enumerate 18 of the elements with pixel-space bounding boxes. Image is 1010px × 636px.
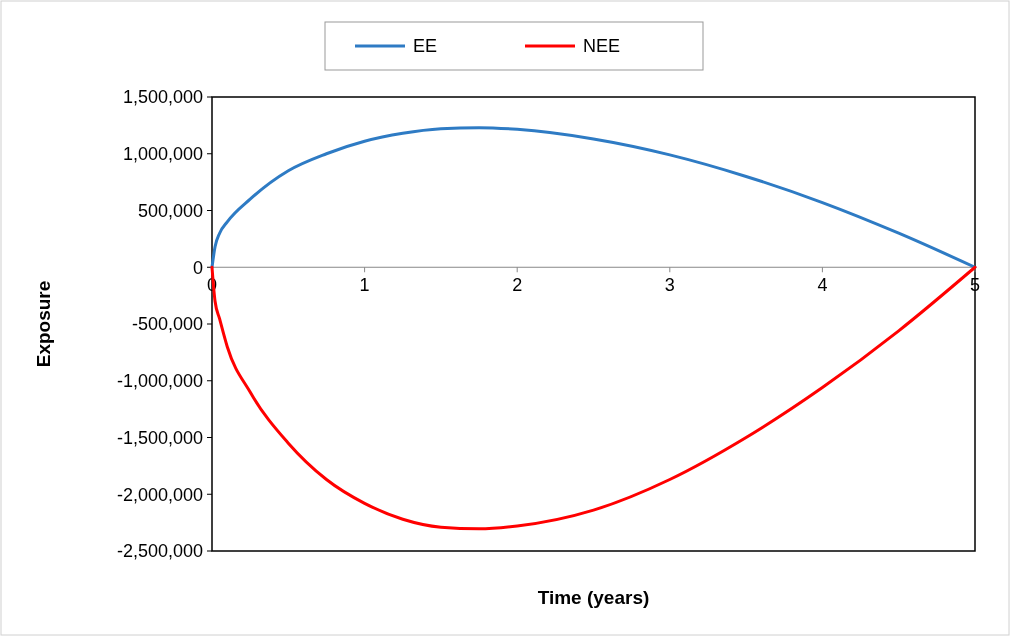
y-tick-label: -1,500,000 [116, 427, 203, 448]
y-axis-title: Exposure [33, 280, 54, 368]
x-axis-title: Time (years) [537, 587, 650, 608]
x-tick-label: 2 [512, 275, 523, 296]
legend-label: EE [413, 36, 438, 57]
y-tick-label: -1,000,000 [116, 371, 203, 392]
y-tick-label: -2,000,000 [116, 484, 203, 505]
x-tick-label: 1 [359, 275, 370, 296]
x-tick-label: 3 [664, 275, 675, 296]
y-tick-label: 1,000,000 [122, 144, 203, 165]
line-series [210, 126, 977, 269]
legend-label: NEE [583, 36, 621, 57]
y-tick-label: -500,000 [131, 314, 203, 335]
y-tick-label: 500,000 [137, 200, 203, 221]
x-tick-label: 4 [817, 275, 828, 296]
y-tick-label: 0 [192, 257, 203, 278]
y-tick-label: -2,500,000 [116, 541, 203, 562]
y-tick-label: 1,500,000 [122, 87, 203, 108]
